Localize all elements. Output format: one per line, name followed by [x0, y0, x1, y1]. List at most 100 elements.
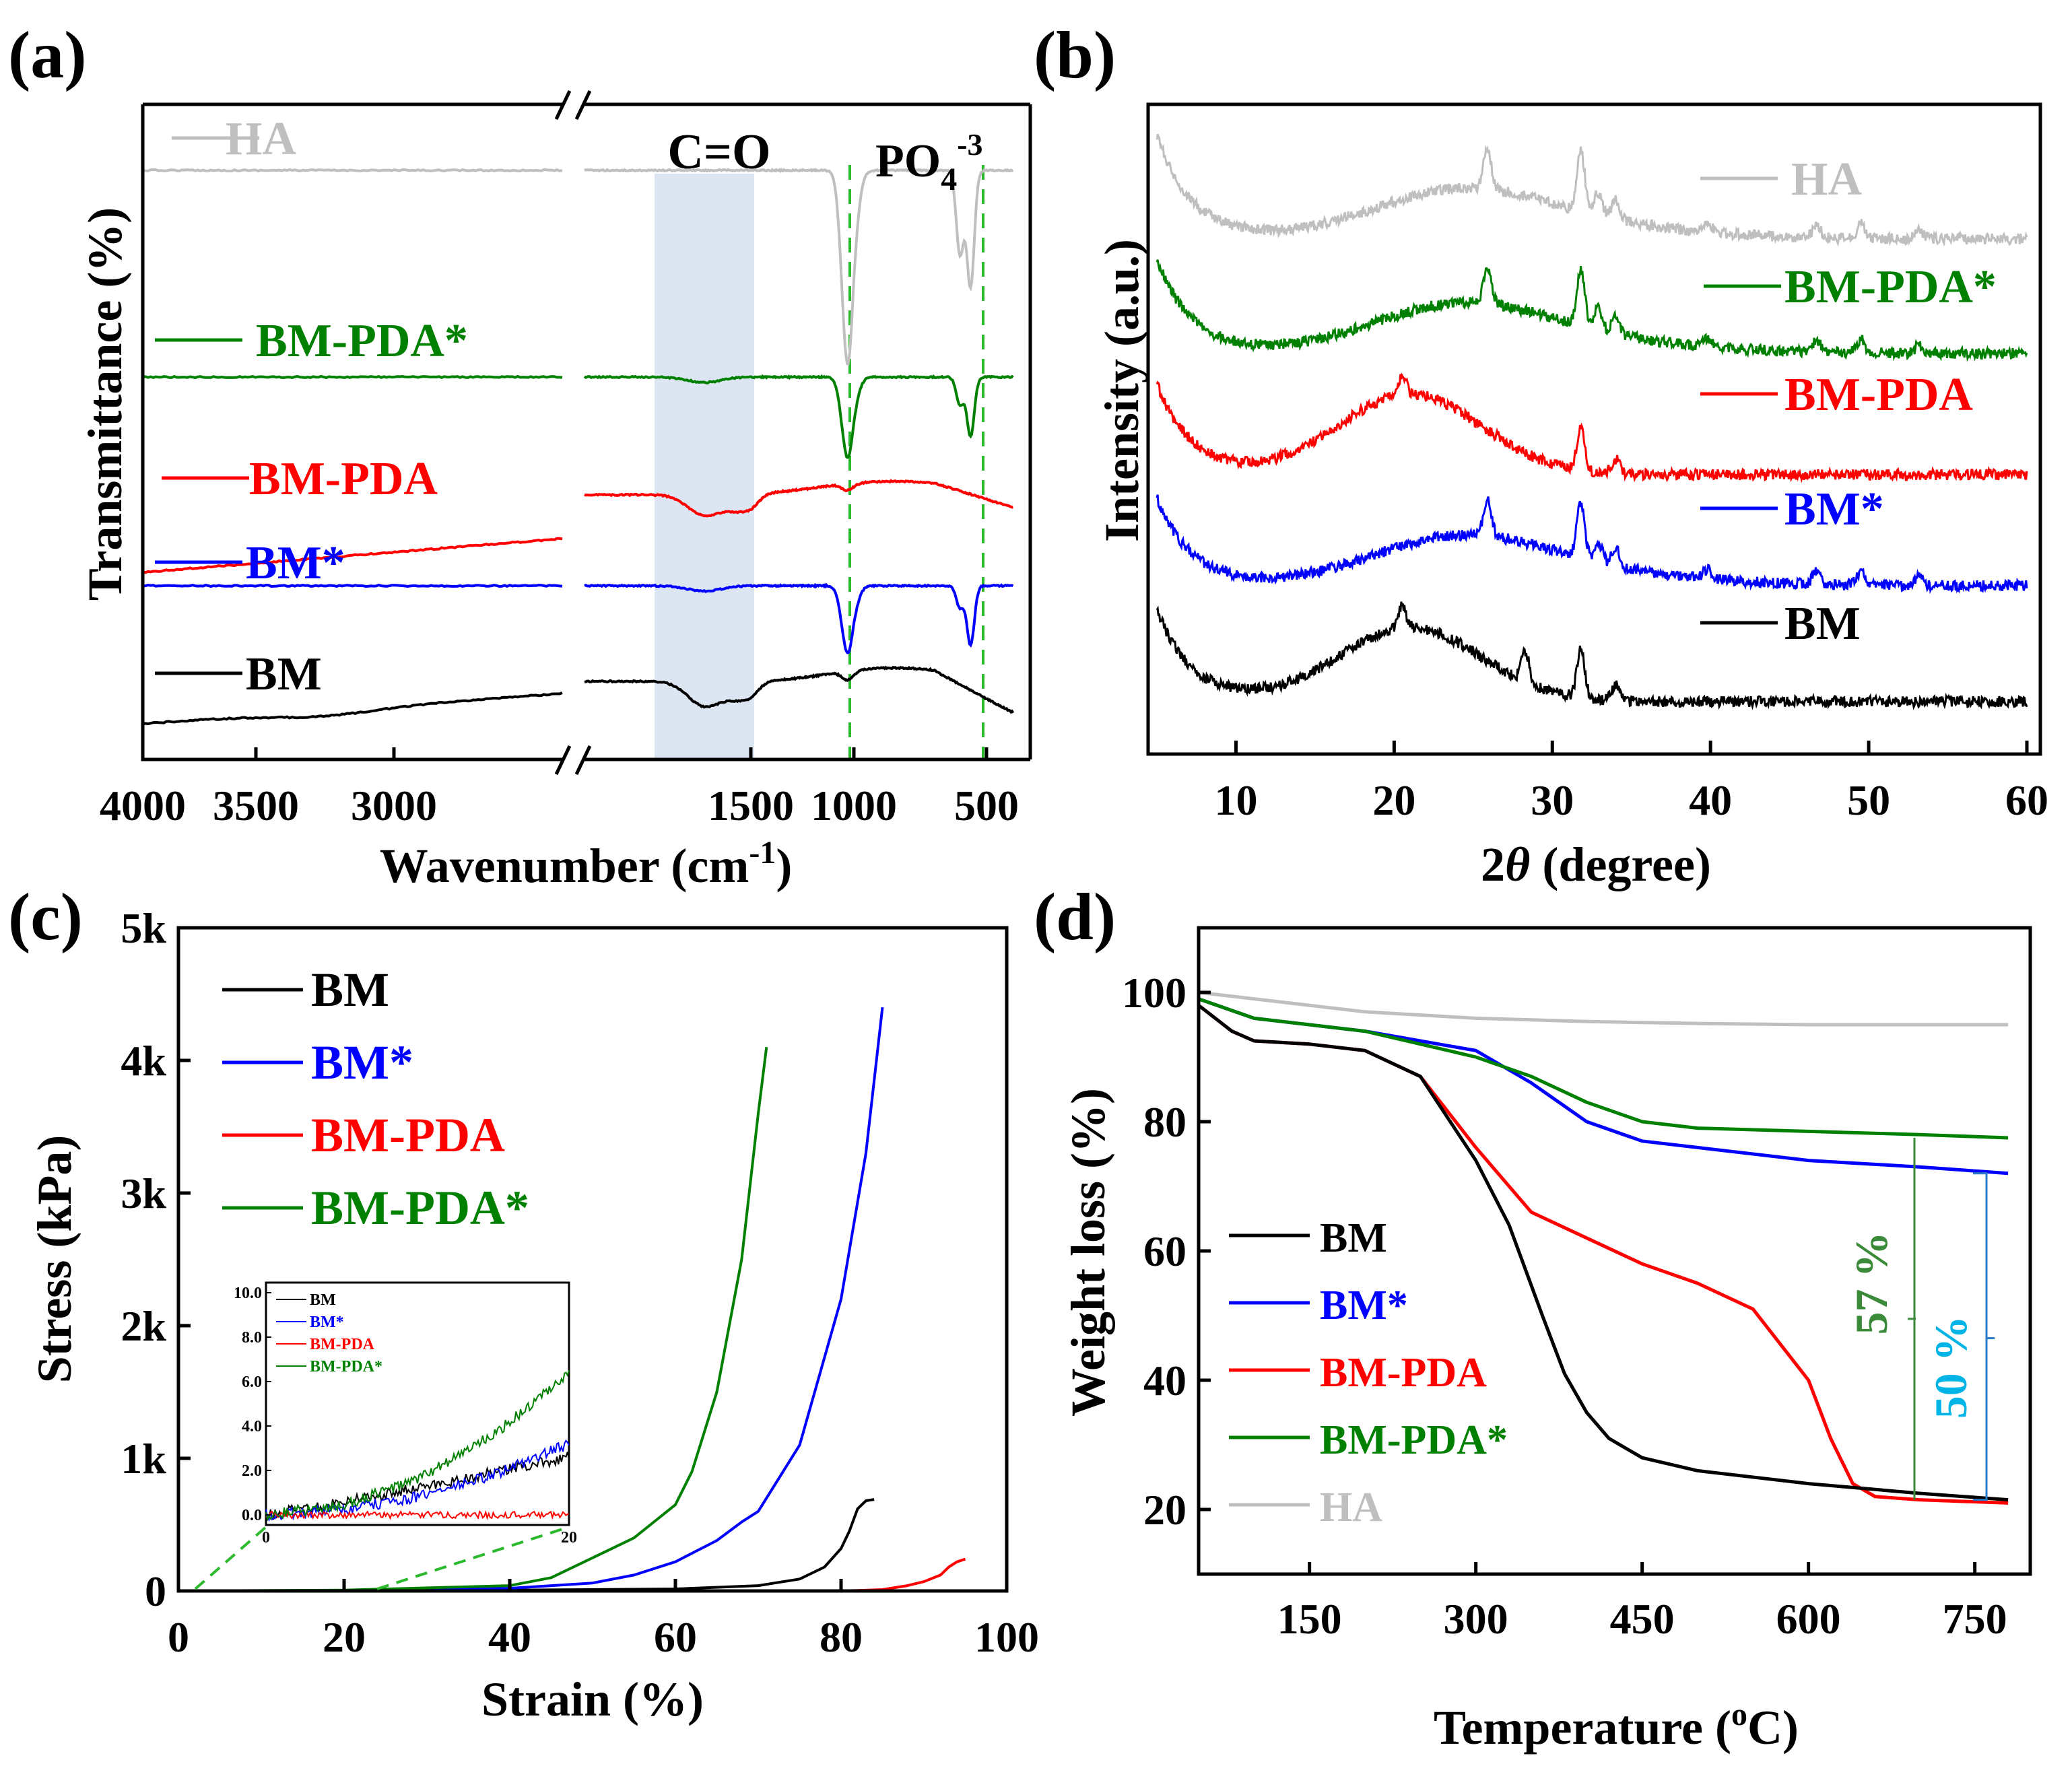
- b-xtick-label: 40: [1689, 776, 1732, 824]
- panel-d-label: (d): [1034, 879, 1116, 954]
- c-inset-legend-label-bm-star: BM*: [310, 1314, 344, 1331]
- a-curve-bm-pda-star-left: [142, 374, 563, 380]
- c-inset-ytick-label: 6.0: [242, 1373, 262, 1391]
- c-legend-label-bm-star: BM*: [311, 1035, 413, 1089]
- d-ytick-label: 60: [1143, 1227, 1187, 1275]
- a-curve-ha-left: [142, 168, 563, 173]
- c-inset-curve-bm-pda-star: [265, 1369, 570, 1520]
- a-legend-label-bm: BM: [246, 648, 322, 700]
- a-curve-bm-star-right: [584, 582, 1014, 654]
- a-break-bottom: [554, 745, 592, 776]
- b-xtick-label: 50: [1847, 776, 1890, 824]
- c-inset-ytick-label: 10.0: [234, 1285, 262, 1302]
- d-xtick-label: 450: [1610, 1595, 1675, 1643]
- d-xtick-label: 150: [1277, 1595, 1342, 1643]
- d-ytick-label: 20: [1143, 1486, 1187, 1534]
- c-ytick-label: 5k: [121, 904, 166, 952]
- a-legend-label-ha: HA: [226, 113, 296, 165]
- c-inset-ytick-label: 8.0: [242, 1329, 262, 1347]
- a-co-band: [655, 174, 754, 759]
- a-legend-label-bm-star: BM*: [246, 537, 345, 589]
- a-xtick-label: 1000: [811, 782, 897, 829]
- a-curve-bm-pda-star-right: [583, 374, 1014, 459]
- c-xtick-label: 20: [323, 1613, 366, 1661]
- a-legend-label-bm-pda: BM-PDA: [249, 453, 438, 505]
- b-curve-bm: [1156, 601, 2028, 710]
- c-inset-legend-label-bm-pda-star: BM-PDA*: [310, 1358, 382, 1376]
- b-curve-bm-star: [1156, 494, 2028, 595]
- a-co-label: C=O: [667, 125, 770, 180]
- c-ytick-label: 4k: [121, 1037, 166, 1085]
- a-xtick-label: 500: [954, 782, 1019, 829]
- c-zoom-line-1: [194, 1526, 267, 1590]
- c-inset-curve-bm-star: [265, 1439, 570, 1522]
- b-xtick-label: 30: [1531, 776, 1574, 824]
- b-curve-bm-pda: [1156, 372, 2028, 483]
- c-inset-frame: [265, 1281, 570, 1526]
- c-ytick-label: 0: [145, 1567, 166, 1615]
- c-inset-xtick-label: 0: [262, 1529, 270, 1547]
- b-xlabel: 2θ (degree): [1481, 838, 1711, 891]
- a-curve-ha-right: [584, 167, 1014, 366]
- a-xtick-label: 3000: [351, 782, 437, 829]
- c-inset-legend-label-bm: BM: [310, 1291, 336, 1309]
- a-curve-bm-right: [584, 665, 1015, 714]
- c-xtick-label: 60: [654, 1613, 697, 1661]
- c-legend-label-bm-pda-star: BM-PDA*: [311, 1181, 529, 1235]
- a-curve-bm-pda-right: [584, 479, 1013, 518]
- b-curve-ha: [1156, 133, 2028, 247]
- b-xtick-label: 10: [1214, 776, 1257, 824]
- c-ylabel: Stress (kPa): [28, 1135, 81, 1384]
- d-legend-label-bm-pda: BM-PDA: [1320, 1350, 1487, 1396]
- d-annot-50: 50 %: [1925, 1316, 1976, 1419]
- b-axis-frame: [1146, 102, 2042, 756]
- panel-d: 150 300 450 600 750 20 40 60 80 100 Temperature (…: [1061, 926, 2032, 1755]
- a-xtick-label: 3500: [213, 782, 299, 829]
- c-ytick-label: 1k: [121, 1435, 166, 1483]
- b-curve-bm-pda-star: [1156, 259, 2028, 362]
- a-po4-label: PO4-3: [875, 127, 983, 197]
- d-ytick-label: 80: [1143, 1098, 1187, 1146]
- d-xtick-label: 600: [1776, 1595, 1841, 1643]
- a-legend-label-bm-pda-star: BM-PDA*: [256, 315, 468, 367]
- d-ytick-label: 40: [1143, 1357, 1187, 1404]
- c-axis-frame: [176, 926, 1009, 1593]
- c-legend-label-bm-pda: BM-PDA: [311, 1108, 505, 1162]
- a-curve-bm-left: [142, 691, 563, 726]
- a-xtick-label: 1500: [708, 782, 794, 829]
- panel-c-label: (c): [8, 879, 83, 954]
- c-inset-ytick-label: 2.0: [242, 1462, 262, 1480]
- b-legend-label-bm-star: BM*: [1784, 483, 1884, 535]
- panel-a-label: (a): [8, 18, 87, 92]
- b-legend-label-ha: HA: [1791, 154, 1862, 205]
- d-bracket-50: [1973, 1172, 1988, 1501]
- d-annot-57: 57 %: [1846, 1232, 1897, 1335]
- d-legend-label-bm-pda-star: BM-PDA*: [1320, 1417, 1508, 1463]
- b-legend-label-bm-pda: BM-PDA: [1784, 369, 1973, 421]
- d-legend-label-bm-star: BM*: [1320, 1283, 1408, 1328]
- c-xtick-label: 80: [820, 1613, 863, 1661]
- c-xlabel: Strain (%): [481, 1672, 704, 1726]
- c-xtick-label: 40: [488, 1613, 531, 1661]
- d-legend-label-bm: BM: [1320, 1215, 1387, 1261]
- c-inset-curve-bm-pda: [265, 1509, 570, 1520]
- c-inset-xtick-label: 20: [561, 1529, 577, 1547]
- c-inset-legend-label-bm-pda: BM-PDA: [310, 1336, 375, 1353]
- d-xtick-label: 300: [1444, 1595, 1508, 1643]
- a-curve-bm-star-left: [142, 583, 563, 588]
- b-xtick-label: 20: [1372, 776, 1415, 824]
- a-break-top: [554, 90, 592, 121]
- c-xtick-label: 0: [168, 1613, 189, 1661]
- a-axis-left-bottom: [141, 104, 562, 761]
- d-xlabel: Temperature (oC): [1434, 1697, 1799, 1755]
- b-legend-label-bm: BM: [1784, 598, 1861, 650]
- d-ylabel: Weight loss (%): [1061, 1088, 1115, 1417]
- a-curve-bm-pda-left: [142, 537, 563, 574]
- c-xtick-label: 100: [974, 1613, 1039, 1661]
- d-curve-bm-pda-star: [1198, 997, 2009, 1140]
- a-ylabel: Transmittance (%): [78, 207, 132, 601]
- b-ylabel: Intensity (a.u.): [1095, 239, 1149, 542]
- panel-b: 10 20 30 40 50 60 2θ (degree) Intensity (a.u.…: [1095, 102, 2048, 891]
- a-xlabel: Wavenumber (cm-1): [380, 835, 793, 893]
